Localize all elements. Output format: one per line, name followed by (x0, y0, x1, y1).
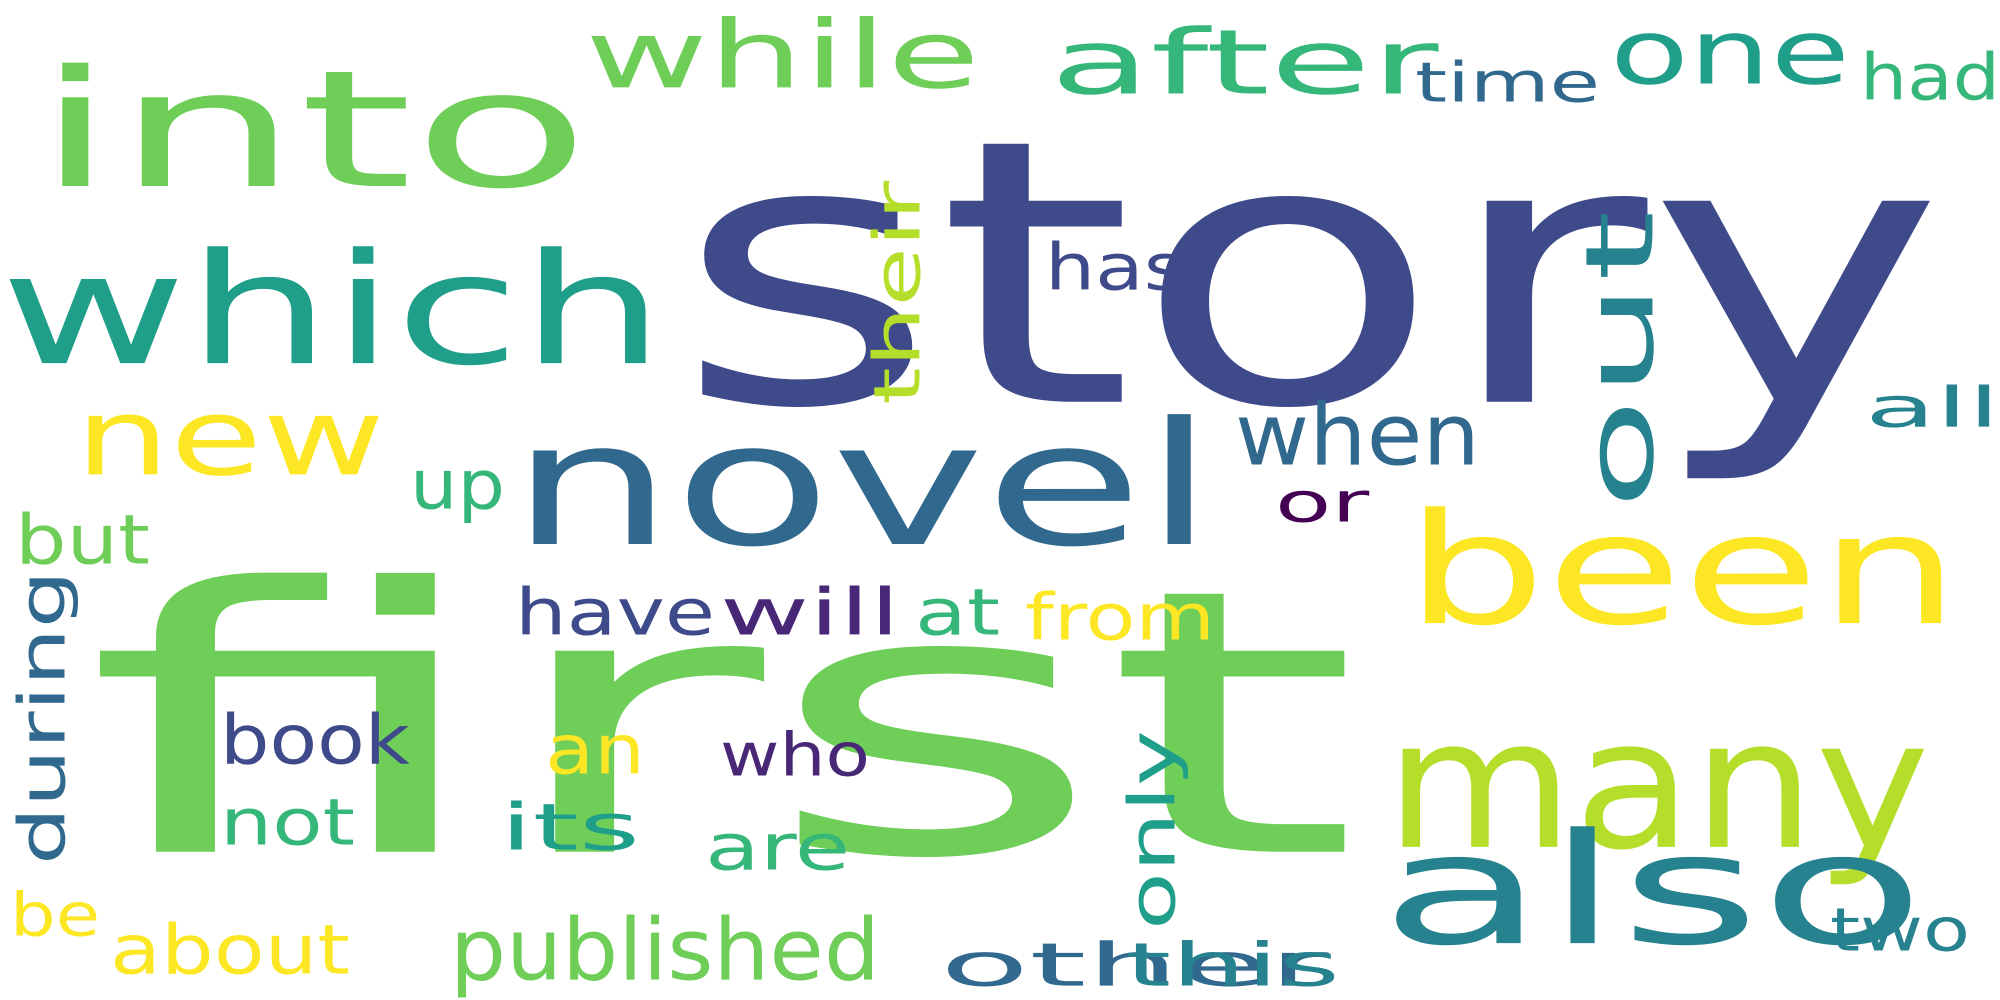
word-had-label: had (1860, 41, 2000, 115)
word-many-label: many (1385, 682, 1930, 891)
word-its: its (500, 791, 640, 865)
word-had: had (1860, 41, 2000, 115)
word-while: while (585, 0, 980, 110)
word-at-label: at (915, 575, 1000, 650)
word-an: an (545, 710, 645, 790)
word-published: published (450, 900, 880, 1000)
word-not-label: not (220, 786, 355, 861)
word-out: out (1566, 210, 1675, 510)
word-been-label: been (1405, 481, 1960, 660)
word-its-label: its (500, 791, 640, 865)
word-this: this (1125, 931, 1340, 1000)
word-when: when (1235, 385, 1480, 485)
word-all-label: all (1865, 376, 2000, 440)
word-book-label: book (220, 701, 411, 780)
word-other: other (940, 931, 1329, 1000)
word-from: from (1025, 581, 1215, 655)
word-also-label: also (1380, 800, 1925, 980)
word-story: story (675, 60, 1945, 488)
word-be-label: be (10, 881, 100, 951)
word-their: their (861, 180, 936, 405)
word-been: been (1405, 481, 1960, 660)
word-or-label: or (1275, 470, 1370, 535)
word-about-label: about (110, 910, 350, 990)
word-has: has (1045, 230, 1185, 305)
word-into-label: into (35, 36, 590, 225)
word-at: at (915, 575, 1000, 650)
word-also: also (1380, 800, 1925, 980)
word-published-label: published (450, 900, 880, 1000)
word-new-label: new (75, 375, 385, 500)
word-one: one (1610, 1, 1850, 105)
word-which: which (0, 220, 665, 399)
word-only: only (1116, 730, 1191, 930)
word-two-label: two (1830, 896, 1970, 966)
word-only-label: only (1116, 730, 1191, 930)
word-other-label: other (940, 931, 1329, 1000)
word-not: not (220, 786, 355, 861)
word-out-label: out (1566, 210, 1675, 510)
word-about: about (110, 910, 350, 990)
word-but: but (15, 500, 150, 580)
word-time: time (1415, 51, 1600, 115)
word-all: all (1865, 376, 2000, 440)
word-novel: novel (510, 385, 1215, 584)
word-up: up (410, 445, 505, 525)
word-but-label: but (15, 500, 150, 580)
word-book: book (220, 701, 411, 780)
word-are: are (705, 811, 850, 885)
word-have: have (515, 576, 715, 650)
word-up-label: up (410, 445, 505, 525)
word-which-label: which (0, 220, 665, 399)
word-first-label: first (85, 511, 1360, 939)
word-story-label: story (675, 60, 1945, 488)
word-into: into (35, 36, 590, 225)
word-who-label: who (720, 720, 870, 790)
word-has-label: has (1045, 230, 1185, 305)
word-time-label: time (1415, 51, 1600, 115)
word-after: after (1050, 11, 1439, 115)
word-are-label: are (705, 811, 850, 885)
word-who: who (720, 720, 870, 790)
word-have-label: have (515, 576, 715, 650)
word-novel-label: novel (510, 385, 1215, 584)
word-during-label: during (5, 570, 80, 865)
word-an-label: an (545, 710, 645, 790)
word-new: new (75, 375, 385, 500)
word-two: two (1830, 896, 1970, 966)
word-or: or (1275, 470, 1370, 535)
word-their-label: their (861, 180, 936, 405)
word-be: be (10, 881, 100, 951)
word-this-label: this (1125, 931, 1340, 1000)
word-first: first (85, 511, 1360, 939)
word-while-label: while (585, 0, 980, 110)
word-one-label: one (1610, 1, 1850, 105)
word-many: many (1385, 682, 1930, 891)
word-after-label: after (1050, 11, 1439, 115)
word-during: during (5, 570, 80, 865)
word-will: will (720, 576, 900, 651)
word-will-label: will (720, 576, 900, 651)
word-when-label: when (1235, 385, 1480, 485)
word-from-label: from (1025, 581, 1215, 655)
